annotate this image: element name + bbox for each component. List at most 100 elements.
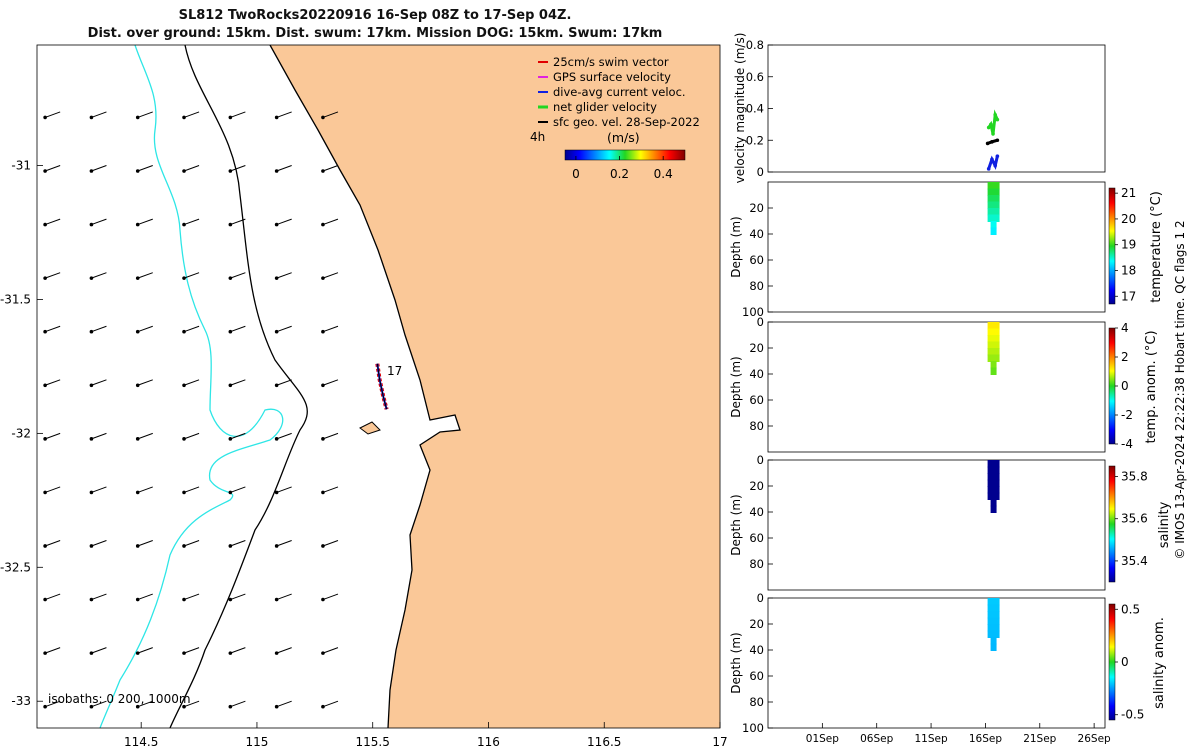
section-cell	[990, 367, 997, 375]
geo-vector	[43, 647, 61, 655]
colorbar-tick-label: 17	[1121, 289, 1136, 303]
speed-point	[995, 138, 1000, 143]
geo-vector-shaft	[137, 325, 153, 333]
geo-vector	[135, 111, 153, 120]
section-cell	[987, 335, 1000, 343]
geo-vector-shaft	[44, 593, 61, 601]
map-x-tick-label: 116.5	[587, 735, 621, 749]
geo-vector-head	[89, 651, 94, 655]
temp-anom-panel-frame	[767, 321, 1106, 453]
geo-vector-head	[228, 276, 233, 280]
geo-vector-shaft	[44, 379, 61, 386]
geo-vector	[135, 165, 153, 173]
temp-anom-colorbar-label: temp. anom. (°C)	[1144, 330, 1159, 443]
section-cell	[987, 611, 1000, 619]
legend-item-gps: GPS surface velocity	[538, 70, 671, 84]
geo-vector-shaft	[322, 379, 339, 386]
geo-vector	[228, 432, 246, 441]
geo-vector-shaft	[322, 325, 339, 333]
map-y-tick-label: -32	[11, 426, 31, 440]
speed-y-tick-label: 0.8	[746, 38, 764, 52]
geo-vector-head	[182, 490, 186, 495]
geo-vector-shaft	[91, 432, 107, 440]
geo-vector	[182, 165, 200, 173]
geo-vector-shaft	[276, 379, 292, 386]
geo-vector-head	[43, 437, 47, 441]
geo-vector-shaft	[183, 165, 200, 172]
geo-vector	[135, 647, 153, 655]
geo-vector-head	[228, 329, 233, 334]
glider-path	[376, 363, 388, 410]
geo-vector-shaft	[322, 700, 339, 708]
geo-vector-head	[274, 597, 279, 602]
geo-vector	[274, 700, 292, 709]
geo-vector-shaft	[276, 540, 292, 547]
geo-vector-shaft	[91, 218, 107, 226]
geo-vector	[321, 272, 339, 280]
map-x-tick-label: 114.5	[124, 735, 158, 749]
geo-vector-head	[321, 115, 325, 120]
depth-tick-label: 60	[749, 253, 764, 267]
geo-vector-shaft	[322, 593, 339, 601]
speed-panel: 0 0.2 0.4 0.6 0.8	[746, 38, 1106, 179]
geo-vector	[274, 432, 292, 441]
geo-vector-head	[43, 276, 47, 280]
geo-vector	[321, 540, 339, 548]
map-x-tick-label: 115	[245, 735, 268, 749]
geo-vector-shaft	[230, 272, 246, 279]
geo-vector	[89, 486, 107, 495]
geo-vector	[135, 432, 153, 441]
geo-vector	[321, 111, 339, 120]
salinity-panel: 0 20 40 60 80 35.8 35.6 35.4	[749, 453, 1148, 591]
map-y-tick-label: -31	[11, 159, 31, 173]
geo-vector-shaft	[91, 486, 107, 493]
geo-vector-head	[43, 597, 47, 602]
geo-vector	[228, 272, 246, 280]
geo-vector-shaft	[137, 165, 153, 172]
geo-vector	[89, 218, 107, 227]
geo-vector-head	[182, 383, 186, 388]
geo-vector	[182, 272, 200, 280]
legend-item-net: net glider velocity	[538, 100, 657, 114]
date-tick-label: 01Sep	[806, 733, 839, 745]
colorbar-tick-label: 18	[1121, 263, 1136, 277]
map-frame	[36, 44, 721, 729]
isobath-0m	[269, 45, 461, 728]
geo-vector-shaft	[322, 218, 339, 226]
geo-vector-shaft	[276, 218, 292, 226]
geo-vector-shaft	[322, 486, 339, 493]
geo-vector-shaft	[230, 593, 246, 601]
geo-vector-head	[274, 383, 279, 388]
depth-tick-label: 80	[749, 419, 764, 433]
section-cell	[990, 637, 997, 645]
geo-vector-shaft	[91, 111, 107, 118]
map-x-tick-label: 116	[477, 735, 500, 749]
geo-vector-shaft	[183, 325, 200, 333]
geo-vector-head	[135, 544, 140, 548]
temperature-panel: 20 40 60 80 100 17 18 19 20 21	[742, 181, 1136, 319]
geo-vector	[135, 593, 153, 602]
date-tick-label: 21Sep	[1023, 733, 1056, 745]
geo-vector-shaft	[230, 325, 246, 333]
speed-panel-frame	[767, 44, 1106, 173]
geo-vector	[228, 379, 246, 388]
section-cell	[987, 201, 1000, 209]
geo-vector-head	[321, 329, 325, 334]
map-x-tick-label: 115.5	[356, 735, 390, 749]
salinity-colorbar-label: salinity	[1157, 501, 1172, 548]
geo-vector-head	[321, 490, 325, 495]
geo-vector	[89, 700, 107, 709]
geo-vector-shaft	[137, 700, 153, 708]
map-colorbar-tick-label: 0.2	[610, 167, 629, 181]
map-panel: 17 isobaths: 0 200, 1000m 114.5 115 115.5 1…	[0, 44, 728, 749]
section-cell	[987, 322, 1000, 330]
salinity-section: 0 20 40 60 80 35.8 35.6 35.4	[749, 453, 1148, 583]
geo-vector-head	[89, 115, 94, 120]
geo-vector	[274, 486, 292, 495]
section-cell	[987, 348, 1000, 356]
geo-vector	[89, 325, 107, 334]
geo-vector-head	[182, 704, 186, 709]
geo-vector-head	[274, 169, 279, 173]
date-tick-label: 16Sep	[969, 733, 1002, 745]
